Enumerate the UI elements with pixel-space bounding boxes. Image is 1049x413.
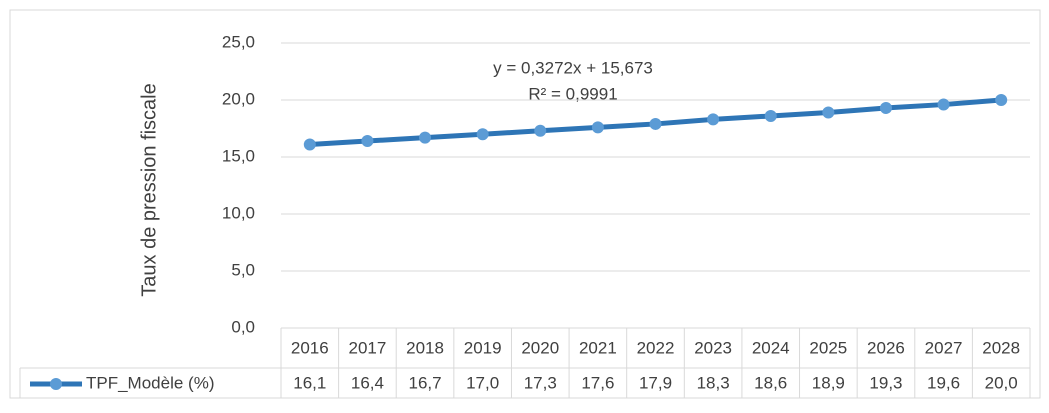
x-tick-label: 2016 bbox=[291, 338, 329, 357]
y-tick-label: 15,0 bbox=[222, 146, 255, 165]
chart-border bbox=[9, 9, 1041, 399]
table-value: 17,9 bbox=[639, 373, 672, 392]
x-tick-label: 2020 bbox=[521, 338, 559, 357]
marker bbox=[476, 128, 489, 141]
marker bbox=[937, 98, 950, 111]
x-tick-label: 2023 bbox=[694, 338, 732, 357]
legend-marker bbox=[50, 378, 62, 390]
legend-label: TPF_Modèle (%) bbox=[86, 373, 214, 392]
x-tick-label: 2027 bbox=[925, 338, 963, 357]
y-tick-label: 0,0 bbox=[231, 317, 255, 336]
annotation: R² = 0,9991 bbox=[528, 84, 617, 103]
x-tick-label: 2028 bbox=[982, 338, 1020, 357]
marker bbox=[879, 101, 892, 114]
marker bbox=[707, 113, 720, 126]
marker bbox=[649, 117, 662, 130]
y-tick-label: 5,0 bbox=[231, 260, 255, 279]
table-value: 16,4 bbox=[351, 373, 384, 392]
x-tick-label: 2017 bbox=[349, 338, 387, 357]
marker bbox=[534, 124, 547, 137]
y-tick-label: 20,0 bbox=[222, 89, 255, 108]
table-value: 19,6 bbox=[927, 373, 960, 392]
annotation: y = 0,3272x + 15,673 bbox=[493, 58, 653, 77]
y-tick-label: 10,0 bbox=[222, 203, 255, 222]
table-value: 16,7 bbox=[408, 373, 441, 392]
marker bbox=[822, 106, 835, 119]
marker bbox=[591, 121, 604, 134]
marker bbox=[995, 94, 1008, 106]
table-value: 18,9 bbox=[812, 373, 845, 392]
x-tick-label: 2021 bbox=[579, 338, 617, 357]
x-tick-label: 2022 bbox=[637, 338, 675, 357]
marker bbox=[303, 138, 316, 151]
x-tick-label: 2019 bbox=[464, 338, 502, 357]
marker bbox=[764, 109, 777, 122]
x-tick-label: 2026 bbox=[867, 338, 905, 357]
marker bbox=[361, 135, 374, 148]
table-value: 19,3 bbox=[869, 373, 902, 392]
x-tick-label: 2025 bbox=[809, 338, 847, 357]
x-tick-label: 2024 bbox=[752, 338, 790, 357]
table-value: 18,3 bbox=[697, 373, 730, 392]
x-tick-label: 2018 bbox=[406, 338, 444, 357]
table-value: 20,0 bbox=[985, 373, 1018, 392]
table-value: 16,1 bbox=[293, 373, 326, 392]
table-value: 17,0 bbox=[466, 373, 499, 392]
table-value: 17,3 bbox=[524, 373, 557, 392]
table-value: 18,6 bbox=[754, 373, 787, 392]
y-tick-label: 25,0 bbox=[222, 32, 255, 51]
marker bbox=[419, 131, 432, 144]
table-value: 17,6 bbox=[581, 373, 614, 392]
y-axis-title: Taux de pression fiscale bbox=[138, 83, 160, 296]
